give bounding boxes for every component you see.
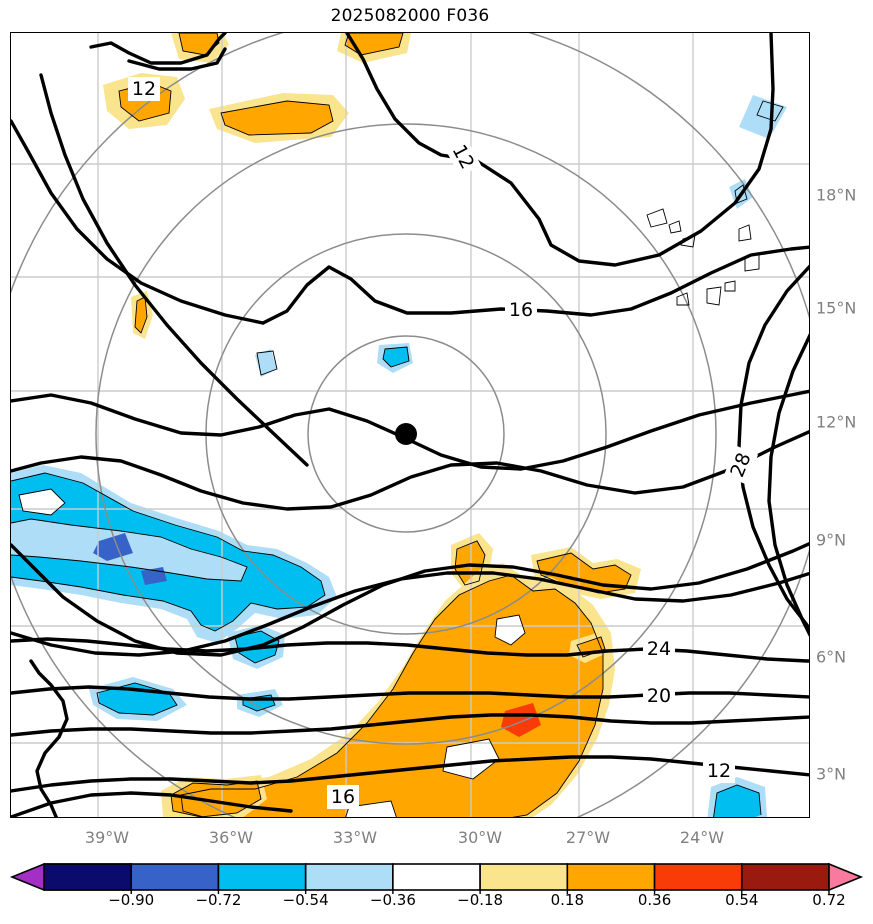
y-axis-tick-label: 15°N [816, 298, 857, 318]
colorbar-segment [828, 862, 864, 892]
colorbar-tick-label: −0.72 [195, 891, 242, 909]
x-axis-tick-label: 36°W [208, 828, 254, 847]
svg-text:12: 12 [707, 760, 731, 782]
lat-lon-gridlines [11, 33, 809, 817]
storm-range-rings [11, 33, 809, 817]
contour-label: 12 [128, 77, 160, 101]
colorbar-segment [566, 863, 656, 891]
colorbar-tick-label: −0.36 [369, 891, 416, 909]
svg-text:24: 24 [647, 638, 671, 660]
colorbar-tick-label: 0.72 [812, 891, 846, 909]
colorbar-tick-label: −0.54 [282, 891, 329, 909]
map-plot-area[interactable]: 12 12 16 28 24 [10, 32, 810, 818]
contour-label: 24 [643, 637, 675, 661]
shading-boundary-outlines [11, 33, 784, 817]
contour-label: 12 [703, 759, 735, 783]
colorbar-segment [479, 863, 569, 891]
y-axis-tick-label: 3°N [816, 764, 847, 784]
y-axis-tick-label: 6°N [816, 647, 847, 667]
y-axis-tick-label: 12°N [816, 412, 857, 432]
colorbar-segment [304, 863, 394, 891]
colorbar-tick-label: −0.18 [457, 891, 504, 909]
contour-label-group: 12 12 16 28 24 [128, 77, 759, 809]
colorbar[interactable]: −0.90 −0.72 −0.54 −0.36 −0.18 0.18 0.36 0.54 0.7… [0, 858, 873, 924]
svg-text:16: 16 [331, 786, 355, 808]
colorbar-segment [740, 863, 830, 891]
x-axis-tick-label: 27°W [565, 828, 611, 847]
colorbar-segment [43, 863, 133, 891]
colorbar-segment [392, 863, 481, 891]
forecast-map-svg: 12 12 16 28 24 [11, 33, 809, 817]
x-axis-tick-label: 39°W [84, 828, 130, 847]
contour-label: 20 [643, 684, 675, 708]
colorbar-segment [217, 863, 307, 891]
x-axis-tick-label: 33°W [332, 828, 378, 847]
y-axis-tick-label: 9°N [816, 530, 847, 550]
svg-text:20: 20 [647, 685, 671, 707]
contour-label: 16 [327, 785, 359, 809]
page-title: 2025082000 F036 [330, 6, 490, 26]
storm-center-marker[interactable] [395, 423, 417, 445]
colorbar-tick-label: 0.36 [637, 891, 672, 909]
colorbar-tick-label: 0.54 [725, 891, 759, 909]
x-axis-tick-label: 30°W [457, 828, 503, 847]
x-axis-tick-label: 24°W [679, 828, 725, 847]
colorbar-swatches [9, 862, 864, 894]
contour-label: 28 [723, 445, 759, 485]
svg-text:12: 12 [132, 78, 156, 100]
y-axis-tick-label: 18°N [816, 185, 857, 205]
colorbar-tick-label: 0.18 [550, 891, 585, 909]
contour-label: 12 [444, 137, 482, 177]
colorbar-tick-label: −0.90 [108, 891, 155, 909]
svg-text:16: 16 [509, 299, 533, 321]
colorbar-segment [653, 863, 743, 891]
colorbar-segment [130, 863, 220, 891]
contour-label: 16 [505, 298, 537, 322]
